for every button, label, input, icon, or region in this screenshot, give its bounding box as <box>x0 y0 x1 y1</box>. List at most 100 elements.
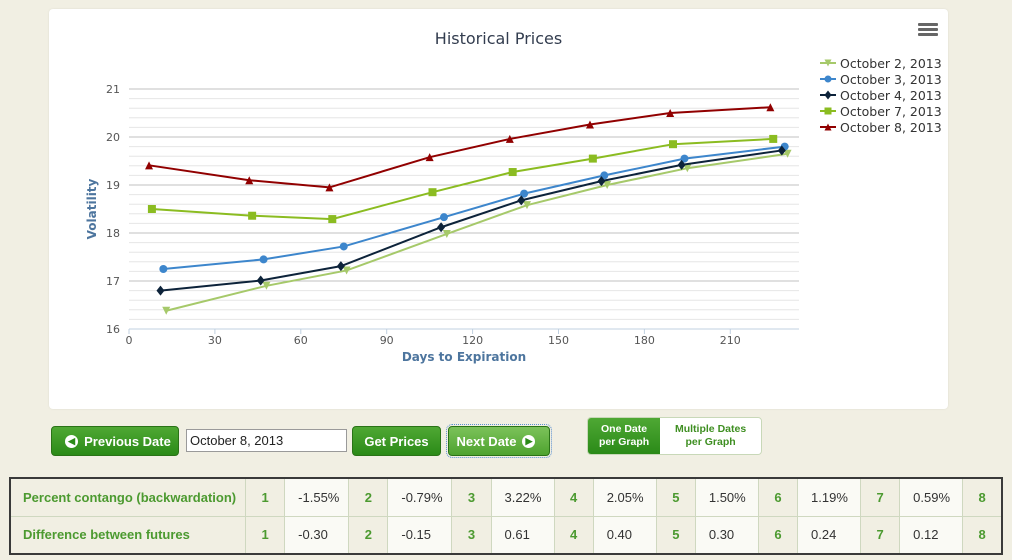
hamburger-icon[interactable] <box>918 23 938 39</box>
data-point <box>342 266 351 275</box>
y-axis-title: Volatility <box>85 178 99 239</box>
legend-item[interactable]: October 8, 2013 <box>820 119 942 135</box>
data-point <box>588 154 597 163</box>
legend-item[interactable]: October 7, 2013 <box>820 103 942 119</box>
month-index: 7 <box>860 477 901 517</box>
series-line <box>160 149 782 292</box>
data-point <box>517 195 526 206</box>
table-row: Percent contango (backwardation) 1 -1.55% 2… <box>9 477 1003 517</box>
get-prices-label: Get Prices <box>364 433 429 449</box>
y-tick-label: 17 <box>106 275 120 288</box>
data-point <box>777 145 786 156</box>
data-point <box>505 134 514 143</box>
legend-marker <box>824 59 832 67</box>
multiple-dates-per-graph-option[interactable]: Multiple Dates per Graph <box>660 418 761 454</box>
legend-marker <box>824 123 832 131</box>
x-tick-label: 30 <box>208 334 222 347</box>
x-tick-label: 120 <box>462 334 483 347</box>
data-point <box>256 275 265 286</box>
chart-panel: 16 17 18 19 20 21 0 30 60 90 120 150 180 210 Days to E… <box>49 9 948 409</box>
y-tick-label: 21 <box>106 83 120 96</box>
legend-item[interactable]: October 4, 2013 <box>820 87 942 103</box>
get-prices-button[interactable]: Get Prices <box>352 426 441 456</box>
legend-item[interactable]: October 3, 2013 <box>820 71 942 87</box>
data-point <box>245 176 254 185</box>
month-index: 4 <box>553 515 594 555</box>
one-date-label: One Date per Graph <box>598 423 650 448</box>
x-axis-title: Days to Expiration <box>402 350 526 364</box>
value-cell: 3.22% <box>490 477 555 517</box>
previous-date-button[interactable]: ◀ Previous Date <box>51 426 179 456</box>
data-point <box>439 213 448 222</box>
previous-date-label: Previous Date <box>84 433 171 449</box>
legend-item[interactable]: October 2, 2013 <box>820 55 942 71</box>
data-point <box>603 181 612 189</box>
value-cell: 0.40 <box>592 515 657 555</box>
data-point <box>666 109 675 117</box>
data-point <box>683 164 692 173</box>
data-point <box>162 306 171 315</box>
data-point <box>597 176 606 187</box>
x-tick-label: 180 <box>634 334 655 347</box>
arrow-right-icon: ▶ <box>522 434 536 448</box>
data-point <box>783 149 792 158</box>
graph-mode-toggle: One Date per Graph Multiple Dates per Gr… <box>587 417 762 455</box>
data-point <box>766 103 775 112</box>
data-point <box>769 134 778 143</box>
legend-label: October 8, 2013 <box>840 119 942 135</box>
data-point <box>425 153 434 162</box>
chart-title: Historical Prices <box>434 29 563 48</box>
month-index: 2 <box>348 515 389 555</box>
data-point <box>428 188 437 197</box>
next-date-label: Next Date <box>456 433 517 449</box>
data-point <box>145 161 154 170</box>
data-point <box>520 189 529 198</box>
next-date-button[interactable]: Next Date ▶ <box>446 424 552 458</box>
y-tick-label: 20 <box>106 131 120 144</box>
one-date-per-graph-option[interactable]: One Date per Graph <box>588 418 661 454</box>
legend-symbol <box>820 107 836 115</box>
date-field[interactable] <box>186 429 347 452</box>
y-tick-label: 19 <box>106 179 120 192</box>
data-point <box>156 285 165 296</box>
month-index: 1 <box>245 477 286 517</box>
value-cell: -0.79% <box>387 477 453 517</box>
legend-symbol <box>820 90 836 100</box>
data-point <box>262 281 271 290</box>
series-line <box>165 152 788 312</box>
y-tick-label: 16 <box>106 323 120 336</box>
date-controls: ◀ Previous Date Get Prices Next Date ▶ <box>51 424 771 458</box>
month-index: 6 <box>757 515 799 555</box>
month-index: 3 <box>451 515 492 555</box>
value-cell: 0.24 <box>797 515 862 555</box>
value-cell: 0.59% <box>899 477 964 517</box>
month-index: 1 <box>245 515 286 555</box>
data-point <box>442 229 451 238</box>
value-cell: -0.30 <box>284 515 350 555</box>
data-point <box>522 201 531 210</box>
arrow-left-icon: ◀ <box>65 434 79 448</box>
chart-legend: October 2, 2013 October 3, 2013 October 4,… <box>820 55 942 135</box>
data-point <box>585 120 594 129</box>
legend-symbol <box>820 123 836 131</box>
row-label: Difference between futures <box>9 515 247 555</box>
month-index: 4 <box>553 477 594 517</box>
x-tick-label: 60 <box>294 334 308 347</box>
legend-label: October 4, 2013 <box>840 87 942 103</box>
data-point <box>259 255 268 264</box>
value-cell: 0.30 <box>694 515 759 555</box>
x-tick-label: 210 <box>720 334 741 347</box>
futures-stats-table: Percent contango (backwardation) 1 -1.55% 2… <box>9 477 1003 555</box>
legend-label: October 3, 2013 <box>840 71 942 87</box>
series-line <box>151 137 774 221</box>
x-tick-label: 0 <box>126 334 133 347</box>
legend-symbol <box>820 59 836 67</box>
month-index: 5 <box>655 477 696 517</box>
legend-marker <box>824 90 832 100</box>
value-cell: -1.55% <box>284 477 350 517</box>
month-index: 5 <box>655 515 696 555</box>
x-tick-label: 150 <box>548 334 569 347</box>
data-point <box>677 159 686 170</box>
legend-label: October 2, 2013 <box>840 55 942 71</box>
month-index: 7 <box>860 515 901 555</box>
